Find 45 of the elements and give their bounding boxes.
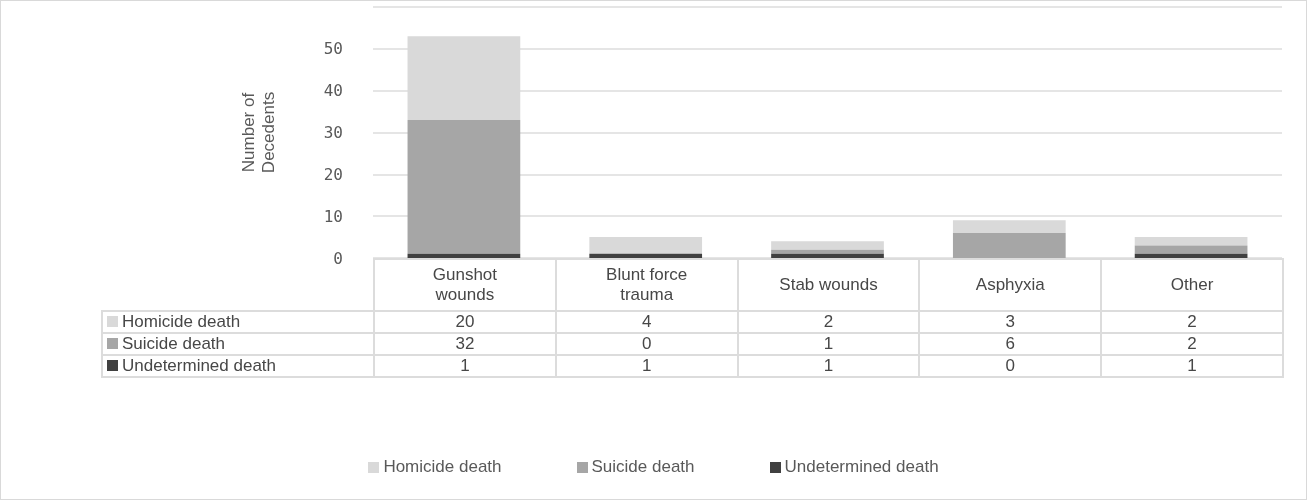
data-label: 1 (737, 333, 920, 355)
y-tick-label: 40 (323, 81, 343, 101)
bar (407, 119, 521, 254)
data-label: 4 (555, 311, 738, 333)
data-label: 0 (555, 333, 738, 355)
bar (589, 237, 703, 254)
legend-label: Suicide death (102, 333, 374, 355)
y-tick-label: 30 (323, 123, 343, 142)
data-label: 3 (919, 311, 1102, 333)
text: Suicide death (591, 457, 695, 476)
bar (407, 253, 521, 258)
data-label: 1 (737, 355, 920, 377)
bar (952, 220, 1066, 233)
y-tick-label: 20 (323, 164, 343, 184)
y-tick-label: 0 (333, 248, 343, 268)
y-tick-label: 10 (323, 206, 343, 226)
data-label: 6 (919, 333, 1102, 355)
text: Homicide death (383, 457, 502, 476)
data-label: 20 (374, 311, 556, 333)
x-tick-label: Gunshot wounds (374, 259, 556, 311)
legend-label: Undetermined death (102, 355, 374, 377)
x-tick-label: Stab wounds (737, 259, 920, 311)
bar (771, 241, 884, 250)
data-label: 1 (1101, 355, 1283, 377)
x-tick-label: Blunt force trauma (555, 259, 738, 311)
data-label: 0 (919, 355, 1102, 377)
data-label: 2 (1101, 311, 1283, 333)
bar (1134, 253, 1248, 258)
data-label: 1 (374, 355, 556, 377)
data-label: 32 (374, 333, 556, 355)
legend-label: Homicide death (102, 311, 374, 333)
text: Undetermined death (784, 457, 939, 476)
x-tick-label: Other (1101, 259, 1283, 311)
bar (952, 232, 1066, 258)
bar (1134, 245, 1248, 254)
bar (589, 253, 703, 258)
bar (771, 253, 884, 258)
bar (1134, 237, 1248, 246)
bar (771, 249, 884, 254)
data-label: 2 (1101, 333, 1283, 355)
data-label: 1 (555, 355, 738, 377)
data-label: 2 (737, 311, 920, 333)
x-tick-label: Asphyxia (919, 259, 1102, 311)
y-axis-title: Number of Decedents (238, 91, 278, 174)
y-tick-label: 50 (323, 39, 343, 59)
